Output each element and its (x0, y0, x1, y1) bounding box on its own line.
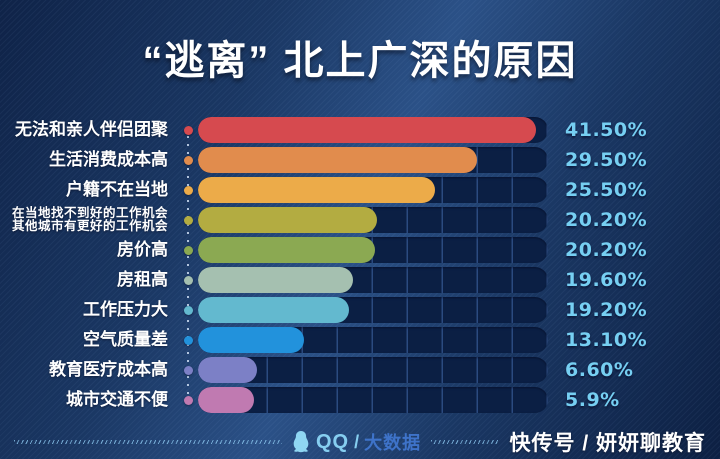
row-label: 生活消费成本高 (49, 150, 168, 170)
chart-row: 生活消费成本高 29.50% (0, 145, 720, 175)
chart-row: 在当地找不到好的工作机会 其他城市有更好的工作机会 20.20% (0, 205, 720, 235)
row-label: 城市交通不便 (66, 390, 168, 410)
footer-hatch-line-left (14, 440, 282, 444)
category-dot-icon (183, 185, 193, 195)
category-dot-icon (183, 305, 193, 315)
row-bar (198, 147, 477, 173)
category-dot-icon (183, 155, 193, 165)
category-dot-icon (183, 365, 193, 375)
bar-track (198, 327, 548, 353)
row-bar (198, 357, 258, 383)
row-value: 41.50% (565, 119, 648, 141)
dot-cell (178, 275, 198, 285)
chart-row: 空气质量差 13.10% (0, 325, 720, 355)
category-dot-icon (183, 275, 193, 285)
dot-cell (178, 125, 198, 135)
chart-row: 房租高 19.60% (0, 265, 720, 295)
row-label: 教育医疗成本高 (49, 360, 168, 380)
category-dot-icon (183, 395, 193, 405)
page-title: “逃离” 北上广深的原因 (142, 39, 578, 83)
dot-cell (178, 215, 198, 225)
row-bar (198, 297, 349, 323)
row-value: 20.20% (565, 209, 648, 231)
row-value: 19.60% (565, 269, 648, 291)
dotted-connector-line (187, 128, 189, 400)
footer: QQ / 大数据 快传号 / 妍妍聊教育 (0, 429, 720, 455)
dot-cell (178, 395, 198, 405)
bar-track (198, 207, 548, 233)
dot-cell (178, 305, 198, 315)
row-value: 25.50% (565, 179, 648, 201)
chart-row: 房价高 20.20% (0, 235, 720, 265)
bar-track (198, 147, 548, 173)
row-label: 工作压力大 (83, 300, 168, 320)
row-value: 6.60% (565, 359, 634, 381)
bar-track (198, 117, 548, 143)
category-dot-icon (183, 215, 193, 225)
chart-rows: 无法和亲人伴侣团聚 41.50% 生活消费成本高 29.50% 户籍不在当地 2… (0, 115, 720, 415)
row-label: 房租高 (117, 270, 168, 290)
dot-cell (178, 185, 198, 195)
qq-penguin-icon (293, 431, 309, 453)
row-value: 13.10% (565, 329, 648, 351)
bar-track (198, 267, 548, 293)
row-label: 户籍不在当地 (66, 180, 168, 200)
bar-track (198, 237, 548, 263)
row-value: 29.50% (565, 149, 648, 171)
source-attribution: 快传号 / 妍妍聊教育 (509, 432, 706, 455)
row-value: 20.20% (565, 239, 648, 261)
category-dot-icon (183, 245, 193, 255)
bar-track (198, 387, 548, 413)
chart-row: 户籍不在当地 25.50% (0, 175, 720, 205)
row-bar (198, 327, 305, 353)
dot-cell (178, 155, 198, 165)
category-dot-icon (183, 125, 193, 135)
row-label: 在当地找不到好的工作机会 其他城市有更好的工作机会 (11, 205, 168, 233)
dot-cell (178, 245, 198, 255)
chart-row: 城市交通不便 5.9% (0, 385, 720, 415)
row-bar (198, 117, 537, 143)
row-label: 空气质量差 (83, 330, 168, 350)
row-value: 5.9% (565, 389, 620, 411)
row-bar (198, 237, 376, 263)
chart-row: 工作压力大 19.20% (0, 295, 720, 325)
footer-separator: / (354, 431, 360, 452)
dot-cell (178, 335, 198, 345)
row-label: 房价高 (117, 240, 168, 260)
row-bar (198, 387, 254, 413)
row-label: 无法和亲人伴侣团聚 (15, 120, 168, 140)
row-bar (198, 177, 435, 203)
bar-track (198, 177, 548, 203)
chart-row: 教育医疗成本高 6.60% (0, 355, 720, 385)
dot-cell (178, 365, 198, 375)
row-bar (198, 267, 354, 293)
bar-chart: 无法和亲人伴侣团聚 41.50% 生活消费成本高 29.50% 户籍不在当地 2… (0, 115, 720, 415)
category-dot-icon (183, 335, 193, 345)
chart-row: 无法和亲人伴侣团聚 41.50% (0, 115, 720, 145)
qq-label: QQ (316, 430, 350, 453)
bar-track (198, 297, 548, 323)
row-value: 19.20% (565, 299, 648, 321)
row-bar (198, 207, 377, 233)
bigdata-label: 大数据 (364, 433, 422, 453)
footer-hatch-line-mid (431, 440, 500, 444)
bar-track (198, 357, 548, 383)
